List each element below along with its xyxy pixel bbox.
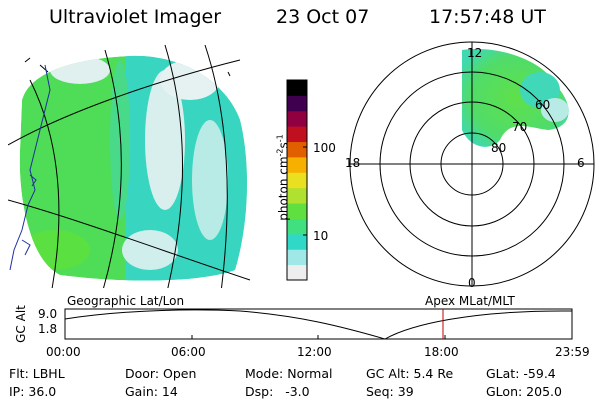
mlt-label-12: 12 [467,46,483,60]
colorbar [287,80,307,281]
status-gain: Gain: 14 [125,384,178,399]
timeline-tick-0000: 00:00 [46,345,81,359]
timeline-tick-0600: 06:00 [171,345,206,359]
mlt-label-0: 0 [468,276,476,290]
mlat-label-70: 70 [512,120,528,134]
instrument-title: Ultraviolet Imager [49,6,222,28]
coastline [9,64,51,271]
mlt-label-18: 18 [345,156,361,170]
altitude-timeline [64,308,573,340]
colorbar-band [287,80,307,96]
colorbar-band [287,156,307,173]
timeline-left-title: Geographic Lat/Lon [67,294,185,308]
colorbar-band [287,126,307,143]
time-label: 17:57:48 UT [429,6,546,28]
status-glon: GLon: 205.0 [486,384,562,399]
timeline-y-max: 9.0 [38,307,58,321]
status-door: Door: Open [125,366,197,381]
timeline-tick-1800: 18:00 [424,345,459,359]
colorbar-band [287,95,307,112]
mlat-label-60: 60 [535,98,551,112]
colorbar-band [287,218,307,235]
mlat-label-80: 80 [491,141,507,155]
status-dsp: Dsp: -3.0 [245,384,310,399]
colorbar-band [287,233,307,250]
mlt-label-6: 6 [577,156,585,170]
colorbar-band [287,110,307,127]
colorbar-tick-100: 100 [313,141,336,155]
status-glat: GLat: -59.4 [486,366,556,381]
status-ip: IP: 36.0 [9,384,57,399]
colorbar-band [287,187,307,204]
polar-plot [349,41,595,287]
timeline-tick-2359: 23:59 [555,345,590,359]
timeline-right-title: Apex MLat/MLT [425,294,515,308]
status-filter: Flt: LBHL [9,366,65,381]
colorbar-band [287,203,307,219]
colorbar-band [287,172,307,189]
colorbar-band [287,141,307,158]
status-seq: Seq: 39 [366,384,414,399]
status-gc-alt: GC Alt: 5.4 Re [366,366,454,381]
timeline-y-label: GC Alt [14,305,28,343]
geographic-map [8,44,251,288]
timeline-tick-1200: 12:00 [297,345,332,359]
timeline-y-min: 1.8 [38,322,58,336]
status-mode: Mode: Normal [245,366,333,381]
colorbar-band [287,249,307,266]
date-label: 23 Oct 07 [276,6,370,28]
altitude-curve [64,309,573,340]
colorbar-tick-10: 10 [313,229,329,243]
colorbar-unit-label: photon cm-2s-1 [275,134,291,221]
colorbar-band [287,264,307,281]
